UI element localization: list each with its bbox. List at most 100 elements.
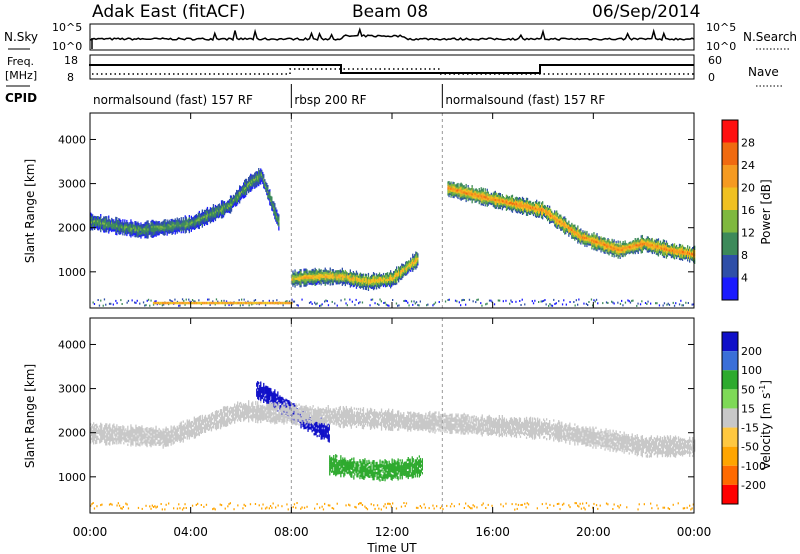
power-cell: [530, 203, 533, 206]
power-cell: [542, 211, 544, 214]
power-cell: [347, 277, 349, 280]
power-cell: [129, 232, 131, 235]
power-cell: [238, 199, 240, 203]
power-cell: [547, 212, 549, 216]
power-cell: [661, 241, 664, 245]
power-cell: [254, 182, 256, 185]
power-cell: [581, 236, 583, 239]
power-cell: [205, 208, 208, 211]
velocity-cell: [289, 407, 291, 410]
power-cell: [319, 271, 321, 274]
power-cell: [340, 274, 342, 277]
power-cell: [677, 246, 680, 250]
power-cell: [95, 216, 97, 219]
power-cell: [115, 224, 117, 227]
power-cell: [99, 223, 101, 226]
power-cell: [231, 199, 234, 202]
power-cell: [345, 275, 347, 278]
power-cell: [306, 269, 308, 272]
power-cell: [247, 181, 249, 184]
power-cell: [665, 248, 668, 251]
velocity-cell: [264, 386, 266, 389]
velocity-cell: [308, 427, 310, 430]
power-cell: [341, 275, 343, 278]
power-cell: [99, 227, 101, 230]
power-cell: [688, 254, 690, 257]
power-cell: [386, 282, 388, 285]
power-cell: [582, 230, 584, 233]
power-cell: [300, 273, 302, 276]
power-cell: [91, 215, 93, 218]
nsky-left-tick-low: 10^0: [52, 40, 82, 53]
power-cell: [584, 236, 586, 239]
power-cell: [641, 250, 643, 254]
power-cell: [649, 243, 651, 246]
power-cell: [568, 224, 570, 227]
power-cell: [459, 191, 461, 194]
power-cell: [295, 281, 297, 284]
power-cell: [331, 269, 333, 272]
power-cell: [214, 212, 217, 216]
power-cell: [563, 220, 565, 223]
power-cell: [601, 242, 603, 245]
velocity-cell: [333, 455, 335, 458]
power-cell: [326, 270, 328, 273]
power-cell: [316, 272, 318, 275]
power-cell: [222, 211, 225, 214]
power-cell: [319, 281, 321, 284]
power-cell: [314, 279, 316, 282]
power-cell: [368, 279, 371, 282]
power-cell: [188, 219, 190, 222]
power-cell: [190, 225, 192, 228]
power-cell: [351, 279, 353, 282]
power-cell: [604, 237, 606, 241]
power-cell: [478, 201, 480, 205]
power-cell: [550, 208, 552, 212]
power-cell: [367, 278, 370, 282]
power-cell: [139, 224, 141, 227]
power-cell: [554, 220, 556, 223]
power-cell: [385, 285, 387, 288]
power-cell: [579, 233, 581, 236]
power-cell: [656, 302, 658, 305]
power-cell: [571, 228, 573, 231]
power-cell: [677, 254, 680, 258]
power-cell: [184, 215, 186, 218]
power-cell: [237, 198, 239, 201]
power-cell: [536, 213, 538, 216]
power-cell: [102, 228, 104, 231]
power-cell: [248, 190, 250, 194]
power-cell: [559, 216, 561, 219]
power-cell: [234, 195, 236, 198]
velocity-cell: [339, 469, 341, 473]
power-cell: [656, 251, 659, 254]
power-cell: [542, 209, 544, 212]
power-cell: [274, 213, 276, 216]
power-cell: [245, 184, 247, 187]
power-cell: [157, 225, 159, 228]
power-cell: [163, 223, 165, 226]
velocity-cell: [262, 388, 264, 392]
power-cell: [375, 279, 378, 282]
power-cell: [453, 182, 455, 185]
power-cell: [369, 304, 371, 307]
power-cell: [556, 226, 558, 229]
power-cell: [144, 236, 146, 239]
power-cell: [292, 300, 294, 303]
power-cell: [580, 240, 582, 243]
power-cell: [340, 272, 342, 275]
power-cell: [692, 249, 694, 252]
power-cell: [119, 232, 121, 235]
velocity-cell: [269, 391, 271, 394]
power-cell: [147, 228, 149, 231]
power-cell: [415, 265, 417, 268]
power-cell: [209, 304, 211, 306]
power-cell: [541, 214, 543, 217]
power-cell: [634, 249, 636, 253]
power-cell: [354, 283, 357, 286]
power-cell: [590, 243, 592, 246]
power-cell: [269, 195, 271, 198]
power-cell: [184, 223, 186, 226]
power-cell: [525, 213, 528, 216]
power-cell: [517, 200, 520, 203]
